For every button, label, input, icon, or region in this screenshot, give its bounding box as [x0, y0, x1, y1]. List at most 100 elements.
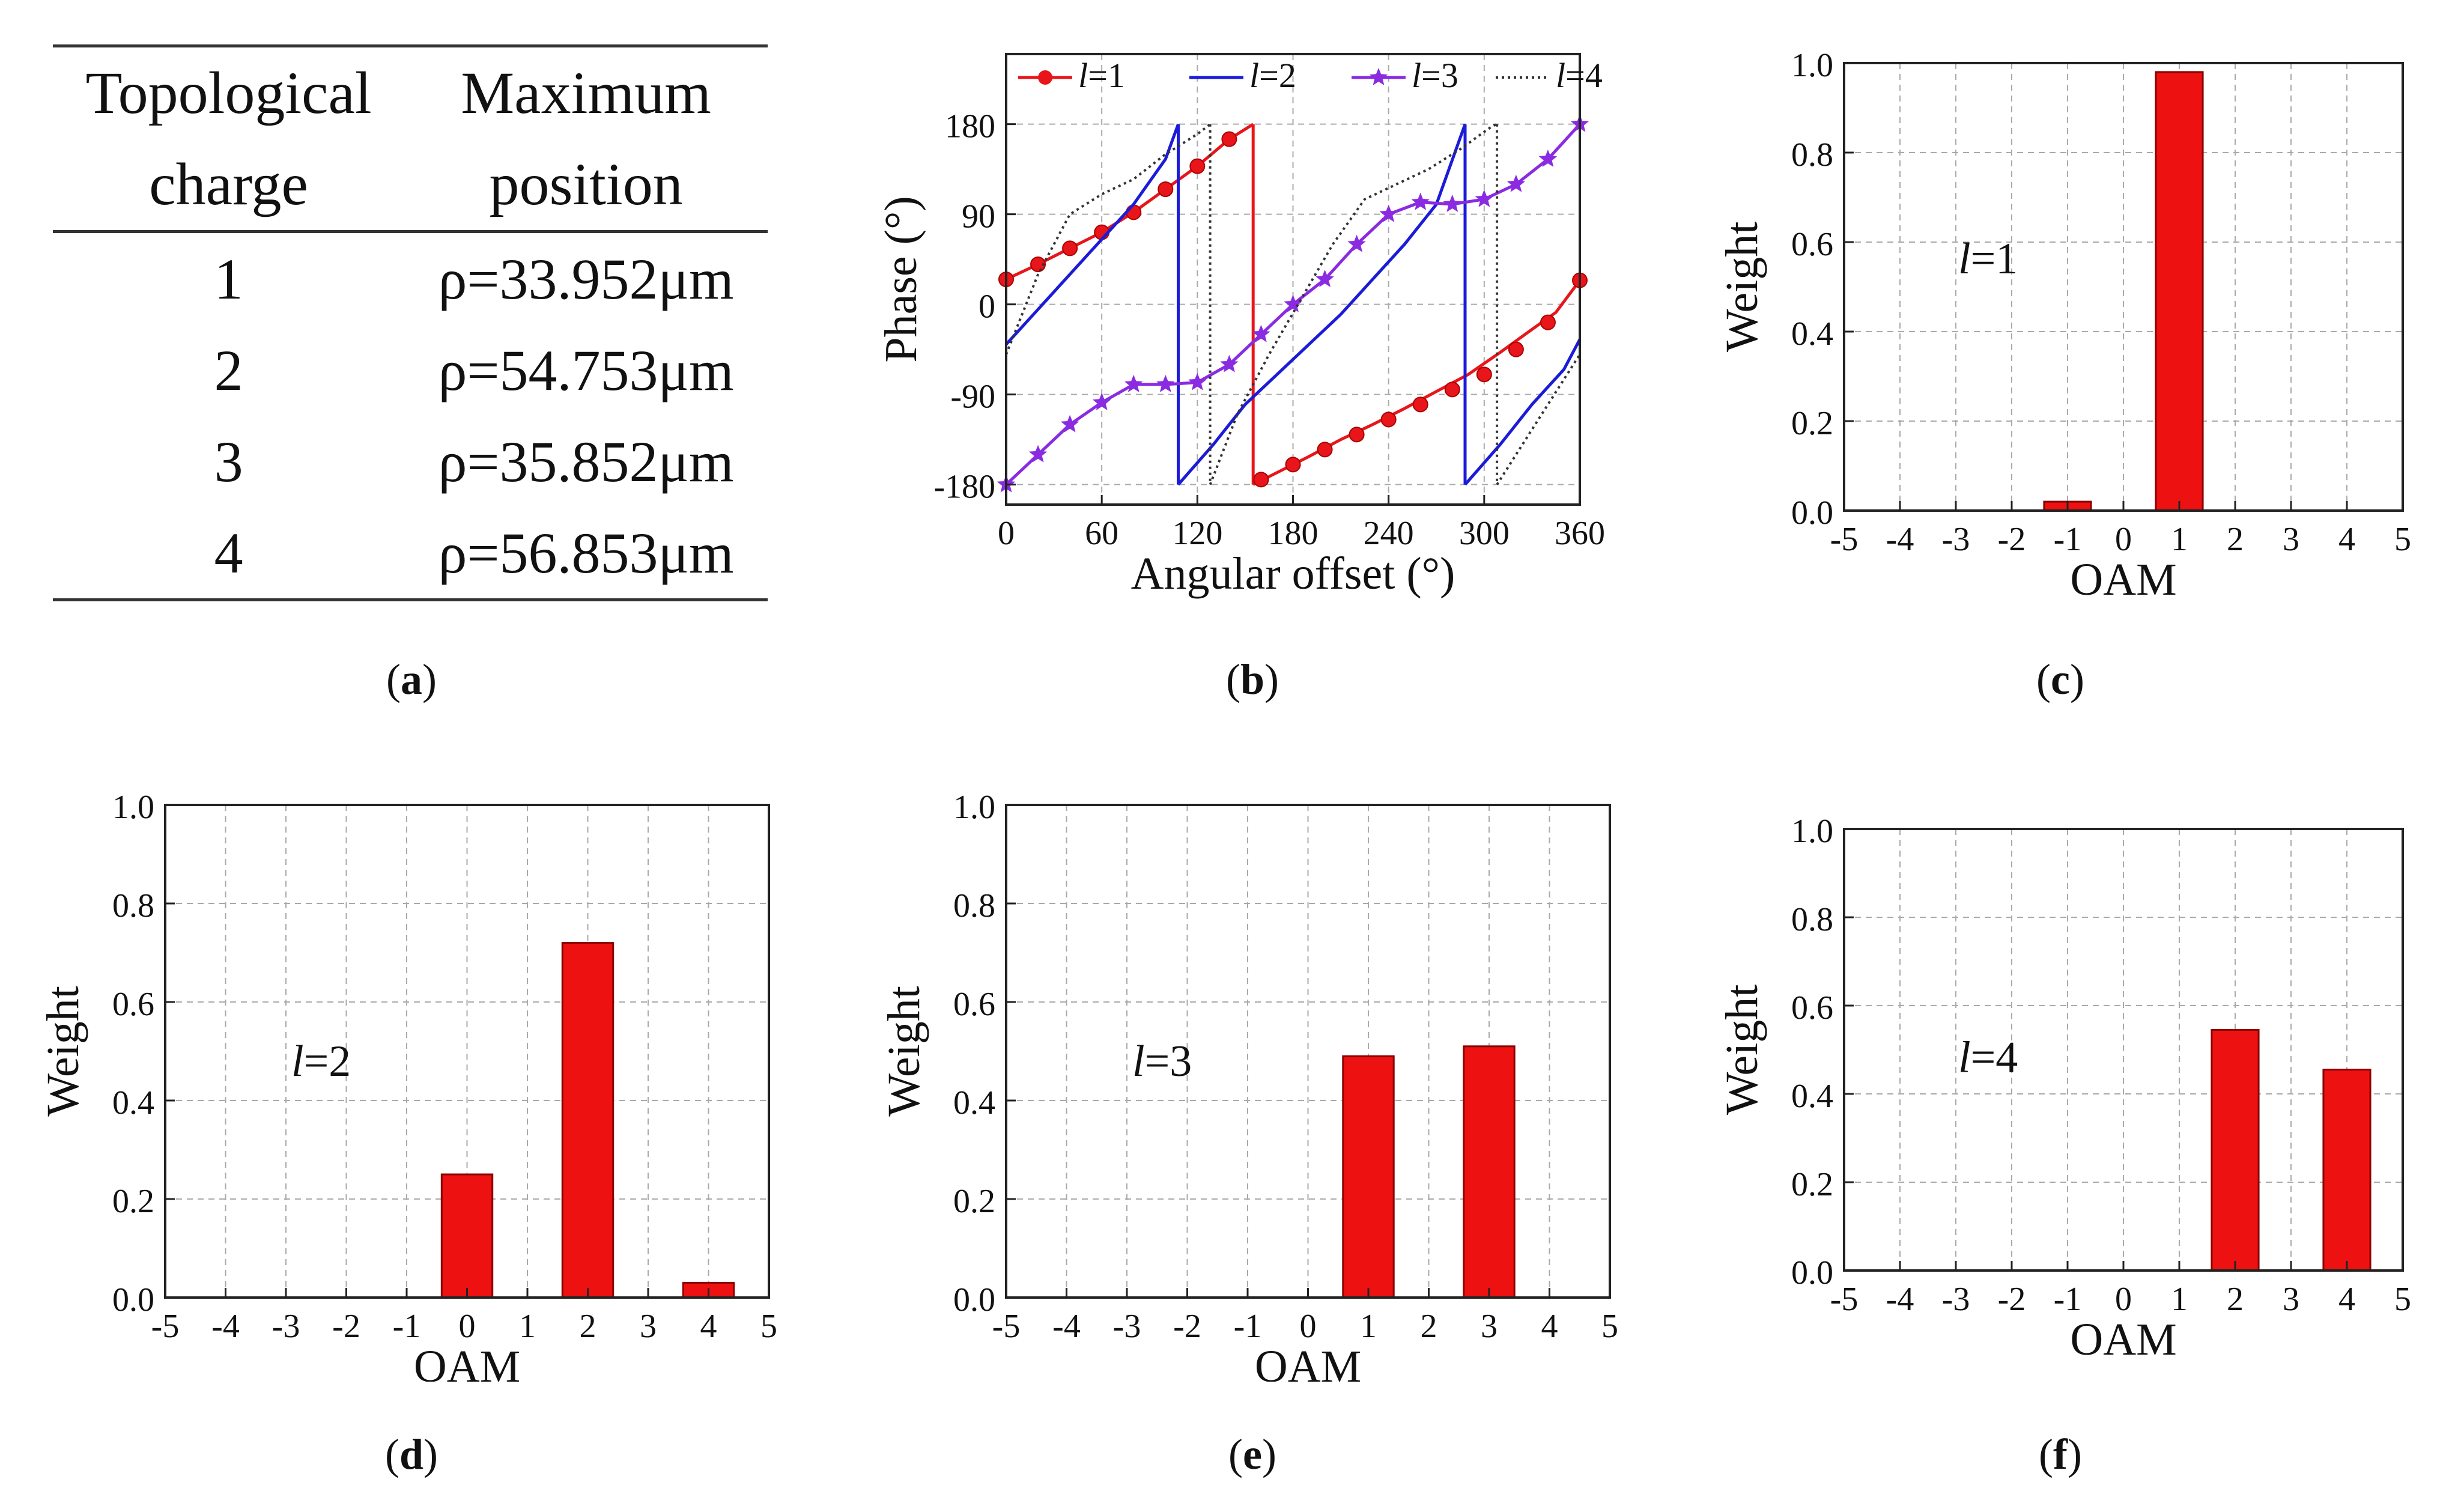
x-tick-label: 2 — [2227, 1281, 2244, 1318]
x-tick-label: 0 — [2115, 521, 2132, 558]
y-tick-label: 0.0 — [1791, 1254, 1833, 1292]
caption-e: (e) — [1228, 1430, 1276, 1478]
topological-charge-table: Topological Maximum charge position 1 ρ=… — [53, 44, 768, 601]
y-tick-label: 0.6 — [112, 986, 154, 1023]
series-line — [1464, 338, 1582, 486]
legend-marker — [1369, 68, 1388, 85]
x-tick-label: 360 — [1555, 515, 1605, 552]
x-tick-label: -4 — [1052, 1308, 1081, 1345]
oam-bar-chart-l1: -5 -4 -3 -2 -1 0 1 2 3 4 5 0.0 0.2 0.4 0.6 0.8 1.0 OAM Wei… — [1717, 47, 2411, 605]
y-tick-label: 0.8 — [1791, 901, 1833, 938]
data-point — [1411, 192, 1430, 210]
table-row: 1 ρ=33.952μm — [53, 232, 768, 325]
legend-label: l=1 — [1078, 56, 1125, 95]
x-tick-label: -3 — [272, 1308, 300, 1345]
bar-oam-0 — [440, 1173, 494, 1299]
x-tick-label: -3 — [1942, 521, 1970, 558]
y-tick-label: 0.4 — [1791, 1078, 1833, 1115]
y-tick-label: 0.8 — [953, 887, 995, 925]
data-point — [1444, 381, 1460, 398]
x-tick-label: -5 — [151, 1308, 180, 1345]
y-tick-label: 0.4 — [112, 1084, 154, 1122]
series-1 — [998, 123, 1588, 488]
caption-f: (f) — [2039, 1430, 2082, 1478]
y-tick-label: 1.0 — [953, 789, 995, 826]
y-tick-label: 1.0 — [1791, 813, 1833, 850]
x-tick-label: 0 — [1300, 1308, 1317, 1345]
data-point — [1379, 204, 1398, 222]
x-axis-label: OAM — [414, 1341, 520, 1382]
annotation-label: l=3 — [1132, 1037, 1192, 1086]
oam-bar-chart-l3: -5 -4 -3 -2 -1 0 1 2 3 4 5 0.0 0.2 0.4 0.6 0.8 1.0 OAM Wei… — [879, 789, 1618, 1382]
legend-label: l=4 — [1556, 56, 1603, 95]
bar-oam-2 — [561, 942, 615, 1299]
data-point — [1443, 195, 1461, 212]
x-tick-label: -3 — [1113, 1308, 1141, 1345]
oam-bar-chart-l2: -5 -4 -3 -2 -1 0 1 2 3 4 5 0.0 0.2 0.4 0.6 0.8 1.0 OAM Wei… — [38, 789, 777, 1382]
x-tick-label: -1 — [393, 1308, 421, 1345]
x-tick-label: 1 — [2171, 521, 2188, 558]
y-tick-label: 0.6 — [1791, 226, 1833, 263]
bar-oam-1 — [1342, 1055, 1395, 1299]
data-point — [1156, 375, 1175, 392]
y-axis-label: Weight — [38, 986, 88, 1117]
series-2 — [1005, 123, 1582, 486]
y-tick-label: 0.4 — [1791, 315, 1833, 353]
y-tick-label: 0.2 — [112, 1183, 154, 1220]
table-cell-position: ρ=54.753μm — [438, 338, 734, 402]
data-point — [1380, 411, 1397, 428]
x-tick-label: 4 — [2338, 521, 2355, 558]
y-tick-label: 0.6 — [953, 986, 995, 1023]
y-tick-label: 0.2 — [1791, 405, 1833, 442]
y-tick-label: -90 — [950, 378, 995, 416]
x-tick-label: 4 — [2338, 1281, 2355, 1318]
series-line — [1496, 353, 1581, 485]
x-tick-label: -2 — [1998, 521, 2026, 558]
data-point — [1060, 414, 1079, 433]
x-axis-label: OAM — [2070, 1314, 2176, 1365]
x-axis-label: Angular offset (°) — [1131, 548, 1455, 599]
grid — [1006, 54, 1580, 505]
table-cell-charge: 4 — [53, 507, 405, 601]
data-point — [1189, 158, 1206, 174]
annotation-label: l=2 — [291, 1037, 351, 1086]
table-cell-position: ρ=33.952μm — [438, 246, 734, 311]
x-tick-label: -4 — [1886, 521, 1914, 558]
y-tick-label: -180 — [933, 469, 995, 506]
data-point — [1252, 324, 1270, 342]
data-point — [1285, 457, 1301, 473]
data-point — [1412, 396, 1428, 413]
data-point — [1253, 472, 1269, 488]
data-point — [1508, 341, 1524, 357]
data-point — [1540, 314, 1556, 330]
x-tick-label: 2 — [1421, 1308, 1437, 1345]
y-tick-label: 0.6 — [1791, 989, 1833, 1027]
x-tick-label: 3 — [1481, 1308, 1498, 1345]
y-axis-label: Weight — [1717, 985, 1767, 1116]
x-tick-label: 120 — [1172, 515, 1222, 552]
x-tick-label: 180 — [1268, 515, 1319, 552]
table-cell-charge: 3 — [214, 429, 243, 494]
caption-a: (a) — [386, 655, 437, 703]
x-tick-label: -1 — [2054, 1281, 2082, 1318]
y-tick-label: 180 — [945, 108, 995, 145]
y-axis-label: Weight — [879, 986, 929, 1117]
x-tick-label: 1 — [2171, 1281, 2188, 1318]
x-tick-label: 4 — [700, 1308, 717, 1345]
table-row: 4 ρ=56.853μm — [53, 507, 768, 601]
caption-b: (b) — [1225, 655, 1279, 703]
caption-c: (c) — [2036, 655, 2084, 703]
y-tick-label: 0.2 — [953, 1183, 995, 1220]
x-axis-label: OAM — [1255, 1341, 1361, 1382]
data-point — [1188, 372, 1207, 390]
series-line — [1252, 279, 1582, 486]
x-tick-label: -5 — [992, 1308, 1021, 1345]
x-tick-label: -4 — [1886, 1281, 1914, 1318]
x-tick-label: 2 — [580, 1308, 596, 1345]
x-tick-label: 0 — [459, 1308, 476, 1345]
caption-d: (d) — [384, 1430, 438, 1478]
data-point — [1092, 393, 1111, 410]
y-tick-label: 0.0 — [112, 1281, 154, 1319]
data-point — [1284, 294, 1302, 312]
